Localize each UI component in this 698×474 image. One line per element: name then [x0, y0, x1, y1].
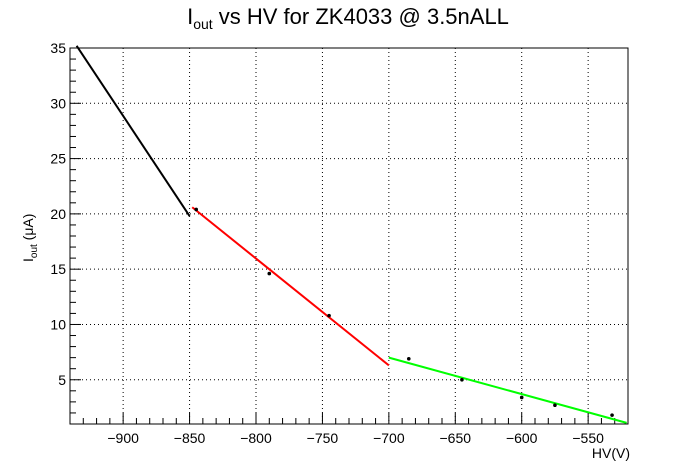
- ylabel-rest: (μA): [20, 214, 36, 245]
- y-tick-label: 15: [50, 261, 66, 277]
- data-point: [519, 395, 524, 400]
- ylabel-main: I: [20, 258, 36, 262]
- chart-title: Iout vs HV for ZK4033 @ 3.5nALL: [187, 4, 509, 32]
- fit-line: [75, 45, 191, 217]
- plot-frame: [69, 47, 629, 425]
- data-point: [194, 207, 199, 212]
- data-point: [460, 377, 464, 382]
- y-tick-label: 5: [58, 372, 66, 388]
- y-axis-ticks: 5 10 15 20 25 30 35: [50, 40, 81, 388]
- data-points: [194, 207, 614, 417]
- data-point: [610, 413, 614, 417]
- data-point: [406, 356, 411, 361]
- data-point: [267, 271, 272, 276]
- x-tick-label: −850: [174, 430, 206, 446]
- title-rest: vs HV for ZK4033 @ 3.5nALL: [213, 4, 509, 29]
- x-tick-label: −800: [240, 430, 272, 446]
- fit-line: [388, 356, 627, 424]
- y-tick-label: 20: [50, 206, 66, 222]
- y-tick-label: 10: [50, 316, 66, 332]
- x-tick-label: −650: [440, 430, 472, 446]
- title-subscript: out: [193, 16, 213, 32]
- fit-lines: [75, 45, 627, 424]
- minor-ticks: [69, 58, 629, 425]
- x-axis-title: HV(V): [592, 445, 630, 461]
- x-tick-label: −700: [373, 430, 405, 446]
- data-point: [553, 403, 557, 408]
- x-axis-ticks: −900 −850 −800 −750 −700 −650 −600 −550: [107, 413, 604, 446]
- y-axis-title: Iout (μA): [20, 214, 40, 262]
- x-tick-label: −600: [506, 430, 538, 446]
- ylabel-subscript: out: [29, 244, 40, 258]
- x-tick-label: −550: [572, 430, 604, 446]
- grid-lines: [70, 47, 628, 424]
- x-tick-label: −900: [107, 430, 139, 446]
- y-tick-label: 25: [50, 151, 66, 167]
- y-tick-label: 30: [50, 95, 66, 111]
- x-tick-label: −750: [307, 430, 339, 446]
- data-point: [327, 313, 331, 318]
- title-main: I: [187, 4, 193, 29]
- y-tick-label: 35: [50, 40, 66, 56]
- fit-line: [191, 206, 390, 367]
